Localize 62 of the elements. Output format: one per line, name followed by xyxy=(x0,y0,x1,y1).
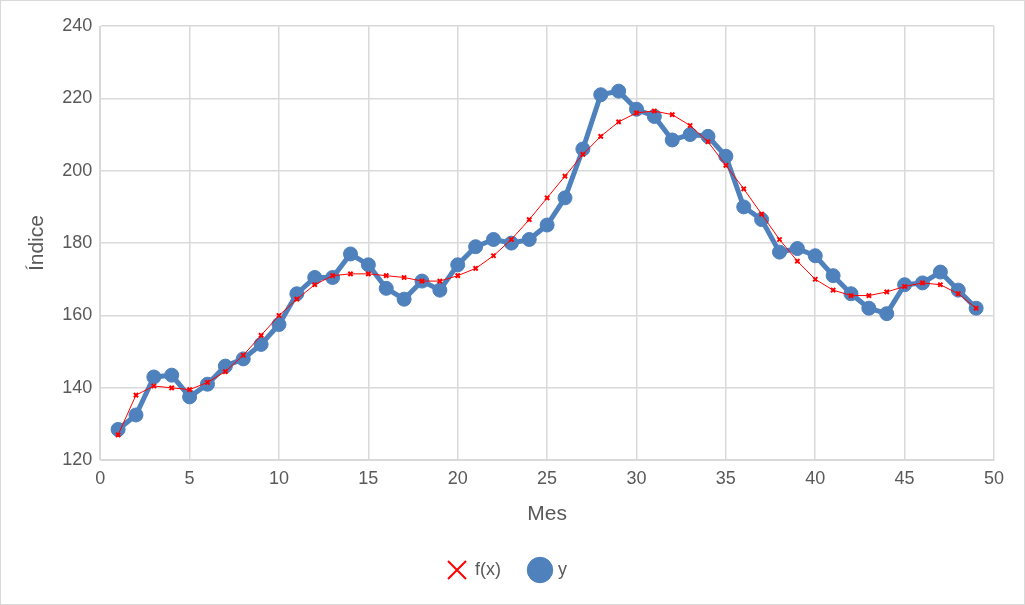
y-tick-label: 120 xyxy=(62,449,93,470)
point xyxy=(611,83,627,99)
point xyxy=(772,244,787,260)
point xyxy=(883,288,890,296)
point xyxy=(436,277,443,285)
legend-label: y xyxy=(557,558,567,579)
point xyxy=(879,306,895,322)
point xyxy=(128,407,144,423)
x-tick-label: 25 xyxy=(537,467,558,488)
point xyxy=(789,241,805,257)
point xyxy=(293,296,300,303)
point xyxy=(704,138,712,145)
point xyxy=(164,367,180,383)
x-tick-label: 30 xyxy=(626,467,647,488)
point xyxy=(132,391,140,399)
point xyxy=(150,382,157,390)
point xyxy=(932,264,948,280)
point xyxy=(450,257,466,273)
y-tick-label: 220 xyxy=(62,87,93,108)
x-tick-label: 45 xyxy=(894,467,915,488)
y-tick-label: 180 xyxy=(62,232,93,253)
point xyxy=(342,246,358,262)
point xyxy=(307,269,323,285)
point xyxy=(182,389,198,405)
point xyxy=(485,231,501,247)
x-tick-label: 40 xyxy=(805,467,826,488)
point xyxy=(830,287,837,294)
point xyxy=(378,280,394,296)
x-tick-label: 20 xyxy=(447,467,468,488)
point xyxy=(561,173,569,180)
x-tick-label: 10 xyxy=(268,467,289,488)
y-tick-label: 200 xyxy=(62,159,93,180)
y-axis-title: Índice xyxy=(24,215,48,272)
x-tick-label: 50 xyxy=(983,467,1005,488)
x-tick-label: 5 xyxy=(184,467,195,488)
point xyxy=(468,239,484,255)
x-axis-title: Mes xyxy=(527,501,567,525)
point xyxy=(664,132,680,148)
point xyxy=(360,257,376,273)
point xyxy=(718,148,734,164)
point xyxy=(557,190,573,206)
x-tick-label: 15 xyxy=(358,467,379,488)
legend-label: f(x) xyxy=(475,558,502,579)
x-tick-label: 35 xyxy=(715,467,736,488)
point xyxy=(593,87,609,103)
point xyxy=(521,231,537,247)
y-tick-label: 140 xyxy=(62,376,93,397)
point xyxy=(271,317,287,333)
point xyxy=(253,336,269,352)
point xyxy=(146,369,162,385)
point xyxy=(432,282,448,298)
point xyxy=(736,199,752,215)
point xyxy=(825,268,841,284)
point xyxy=(396,291,412,307)
point xyxy=(861,300,877,316)
y-tick-label: 240 xyxy=(62,14,93,35)
point xyxy=(544,194,551,201)
point xyxy=(682,127,698,143)
y-tick-label: 160 xyxy=(62,304,93,325)
x-tick-label: 0 xyxy=(95,467,106,488)
point xyxy=(539,217,555,233)
point xyxy=(807,248,823,264)
